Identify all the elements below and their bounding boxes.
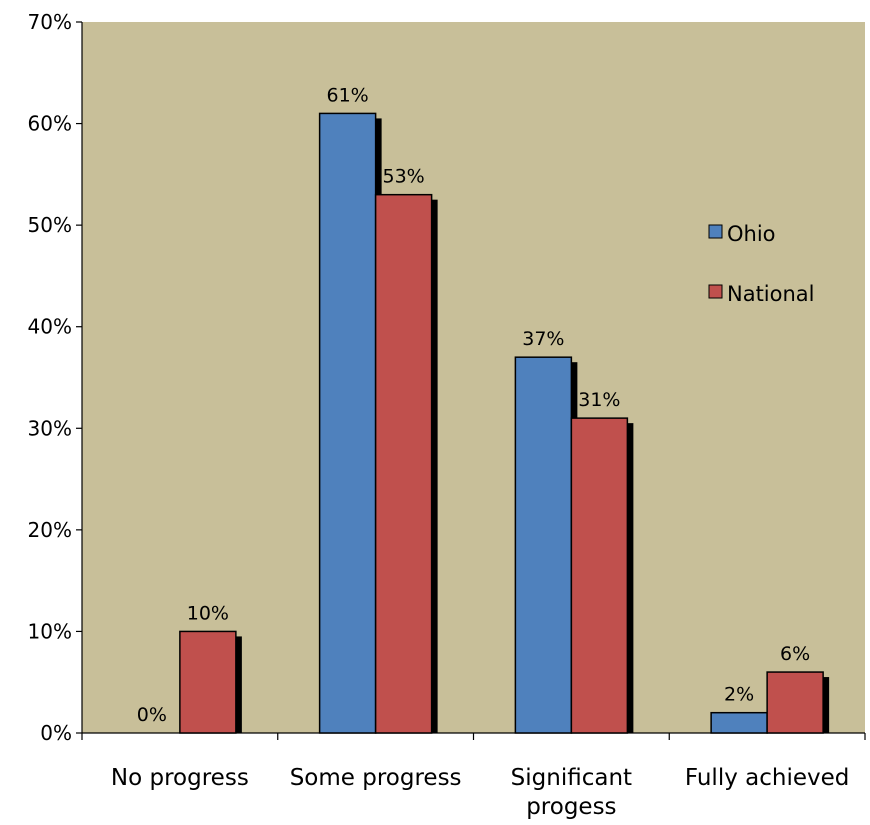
data-label: 2% <box>724 684 754 706</box>
y-axis: 0% 10% 20% 30% 40% 50% 60% 70% <box>28 10 83 745</box>
bars: 0% 61% 37% 2% 10% 53% 31% 6% <box>137 84 830 734</box>
x-category-label: No progress <box>111 765 249 791</box>
x-category-label: progess <box>526 794 616 820</box>
data-label: 53% <box>383 166 425 188</box>
y-tick-label: 10% <box>28 619 72 643</box>
x-category-label: Significant <box>511 765 632 791</box>
bar-national <box>179 630 237 734</box>
bar-ohio <box>514 356 573 734</box>
x-category-label: Fully achieved <box>685 765 849 791</box>
legend-swatch-ohio <box>708 224 723 239</box>
data-label: 10% <box>187 602 229 624</box>
bar-national <box>374 193 433 734</box>
data-label: 31% <box>578 389 620 411</box>
bar-national <box>766 671 824 734</box>
y-tick-label: 20% <box>28 518 72 542</box>
y-tick-label: 60% <box>28 112 72 136</box>
legend: Ohio National <box>708 222 815 306</box>
bar-ohio <box>710 711 768 734</box>
y-tick-label: 30% <box>28 416 72 440</box>
bar-national <box>570 417 629 734</box>
x-category-label: Some progress <box>290 765 462 791</box>
y-tick-label: 40% <box>28 315 72 339</box>
data-label: 37% <box>522 328 564 350</box>
bar-ohio <box>318 112 377 734</box>
data-label: 0% <box>137 704 167 726</box>
legend-label-ohio: Ohio <box>727 222 776 246</box>
legend-swatch-national <box>708 284 723 299</box>
y-tick-label: 0% <box>40 721 72 745</box>
y-tick-label: 50% <box>28 213 72 237</box>
legend-label-national: National <box>727 282 815 306</box>
y-tick-label: 70% <box>28 10 72 34</box>
data-label: 6% <box>780 643 810 665</box>
x-axis: No progress Some progress Significant proge… <box>81 732 866 820</box>
plot-area <box>82 22 865 733</box>
data-label: 61% <box>327 84 369 106</box>
